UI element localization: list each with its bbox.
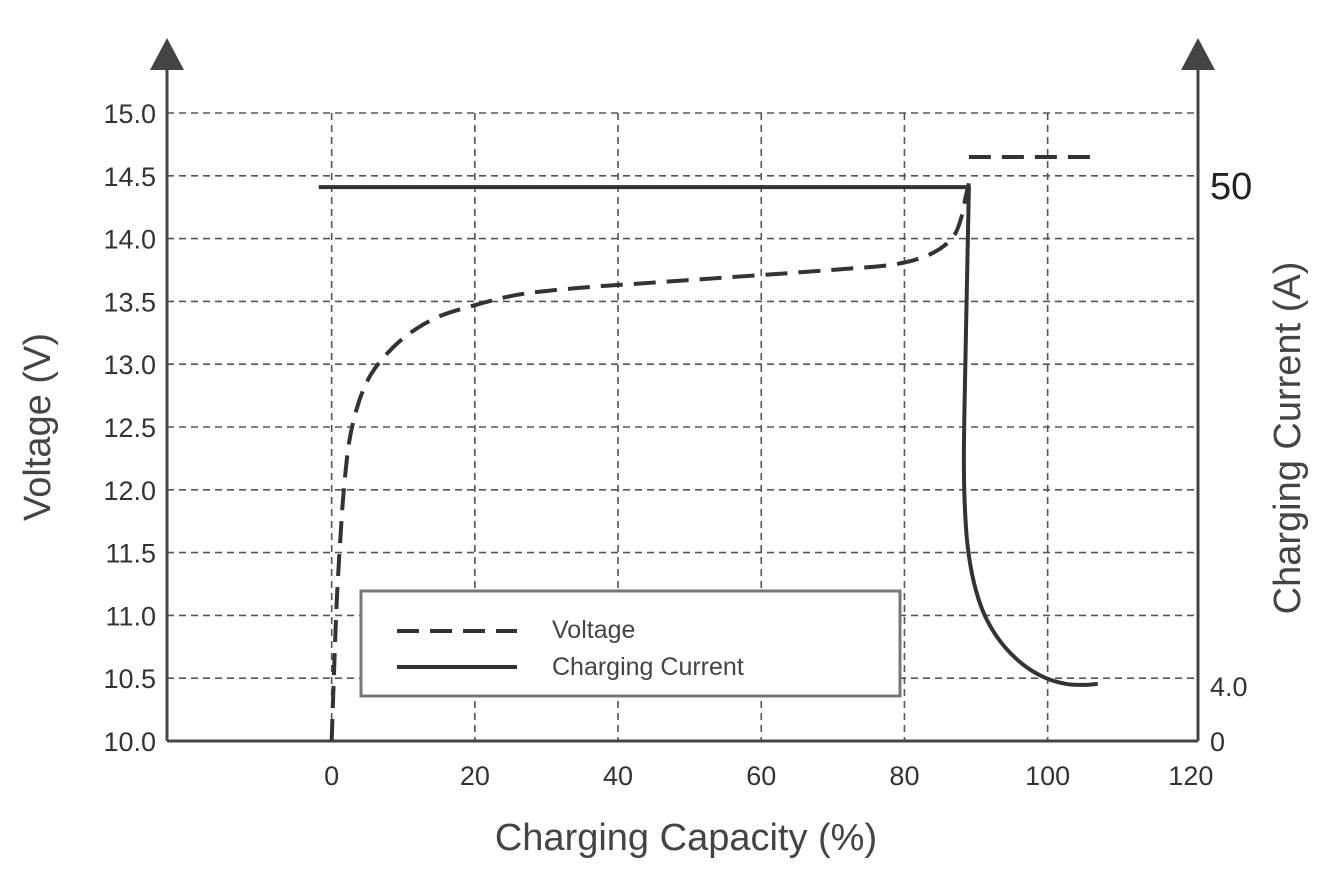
y-axis-right-title: Charging Current (A) (1267, 262, 1309, 615)
y-left-tick-label: 13.0 (103, 350, 156, 380)
x-tick-label: 0 (324, 761, 339, 791)
x-tick-label: 20 (460, 761, 490, 791)
x-tick-label: 80 (889, 761, 919, 791)
y-left-tick-label: 10.5 (103, 664, 156, 694)
series-layer (318, 154, 1098, 742)
legend-current-label: Charging Current (552, 653, 744, 681)
y-left-tick-label: 11.0 (105, 601, 156, 631)
y-left-tick-label: 13.5 (103, 287, 156, 317)
x-axis-title: Charging Capacity (%) (495, 817, 877, 859)
y-left-tick-labels: 10.0 10.5 11.0 11.5 12.0 12.5 13.0 13.5 14.0 14.5… (103, 99, 156, 757)
y-right-tick-labels: 0 4.0 50 (1210, 166, 1252, 757)
x-tick-label: 60 (746, 761, 776, 791)
y-axis-left-title: Voltage (V) (17, 333, 59, 521)
y-left-tick-label: 11.5 (105, 539, 156, 569)
y-right-tick-label: 0 (1210, 727, 1225, 757)
y-left-tick-label: 15.0 (103, 99, 156, 129)
x-tick-label: 100 (1025, 761, 1070, 791)
y-left-tick-label: 12.0 (103, 476, 156, 506)
y-axis-left-arrow-icon (150, 38, 184, 70)
y-left-tick-label: 10.0 (103, 727, 156, 757)
y-left-tick-label: 14.5 (103, 162, 156, 192)
legend-voltage-label: Voltage (552, 616, 635, 644)
y-left-tick-label: 14.0 (103, 225, 156, 255)
x-tick-label: 40 (603, 761, 633, 791)
series-voltage-line (329, 182, 971, 742)
axes (150, 38, 1215, 743)
y-right-tick-label: 4.0 (1210, 672, 1248, 702)
legend: Voltage Charging Current (359, 589, 902, 698)
series-charging-current-line (318, 185, 1098, 687)
x-tick-labels: 0 20 40 60 80 100 120 (324, 761, 1213, 791)
y-right-tick-label: 50 (1210, 166, 1252, 208)
y-left-tick-label: 12.5 (103, 413, 156, 443)
x-tick-label: 120 (1168, 761, 1213, 791)
legend-box (359, 589, 902, 698)
grid-lines (167, 112, 1198, 741)
y-axis-right-arrow-icon (1181, 38, 1215, 70)
